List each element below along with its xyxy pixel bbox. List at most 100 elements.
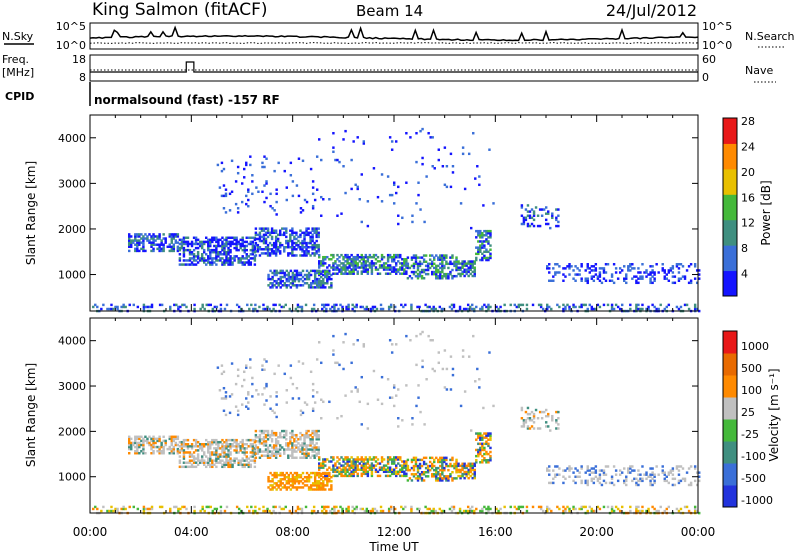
velocity-data-point: [354, 386, 357, 389]
freq-label-line1: Freq.: [2, 53, 29, 66]
power-data-point: [441, 164, 445, 168]
velocity-data-point: [281, 446, 284, 449]
velocity-data-point: [558, 507, 561, 511]
power-data-point: [291, 245, 294, 249]
power-data-point: [344, 268, 347, 271]
velocity-data-point: [172, 449, 176, 453]
velocity-data-point: [584, 479, 587, 483]
power-data-point: [152, 235, 155, 238]
power-data-point: [330, 277, 333, 281]
power-data-point: [455, 256, 458, 259]
velocity-data-point: [150, 507, 154, 511]
velocity-data-point: [227, 449, 230, 452]
power-data-point: [340, 262, 343, 265]
velocity-data-point: [158, 445, 161, 449]
power-data-point: [225, 253, 228, 256]
velocity-data-point: [328, 480, 331, 483]
power-data-point: [272, 252, 276, 255]
power-data-point: [283, 248, 286, 251]
power-data-point: [202, 261, 206, 264]
power-data-point: [158, 243, 161, 246]
power-data-point: [215, 238, 218, 242]
power-data-point: [465, 264, 468, 267]
power-data-point: [641, 275, 644, 278]
velocity-data-point: [354, 464, 357, 467]
velocity-data-point: [439, 479, 442, 482]
velocity-data-point: [148, 441, 151, 445]
power-data-point: [134, 249, 137, 253]
velocity-data-point: [687, 483, 691, 487]
velocity-data-point: [295, 440, 298, 443]
power-data-point: [146, 235, 149, 238]
velocity-data-point: [138, 437, 141, 441]
velocity-data-point: [326, 482, 329, 485]
velocity-data-point: [618, 469, 622, 472]
velocity-data-point: [467, 355, 471, 358]
power-data-point: [247, 188, 250, 191]
power-data-point: [130, 241, 133, 244]
y-tick-label: 3000: [58, 380, 86, 393]
power-data-point: [360, 272, 363, 275]
velocity-data-point: [476, 367, 479, 371]
power-data-point: [418, 260, 422, 263]
velocity-data-point: [219, 447, 222, 450]
velocity-data-point: [301, 411, 305, 415]
power-data-point: [295, 269, 299, 273]
velocity-data-point: [256, 436, 260, 439]
velocity-data-point: [355, 505, 358, 509]
velocity-data-point: [447, 475, 450, 478]
velocity-data-point: [184, 438, 188, 442]
power-data-point: [384, 266, 388, 269]
velocity-data-point: [418, 507, 421, 511]
power-data-point: [661, 269, 664, 272]
power-data-point: [392, 253, 396, 257]
velocity-data-point: [386, 462, 390, 465]
velocity-data-point: [274, 442, 278, 445]
velocity-data-point: [320, 466, 323, 469]
power-data-point: [305, 282, 309, 285]
velocity-data-point: [205, 465, 208, 469]
power-data-point: [374, 268, 378, 271]
power-data-point: [647, 307, 650, 311]
power-data-point: [351, 303, 354, 307]
velocity-data-point: [267, 480, 270, 483]
velocity-data-point: [637, 483, 640, 487]
power-data-point: [452, 305, 456, 309]
velocity-data-point: [392, 386, 396, 389]
power-data-point: [350, 264, 353, 267]
power-data-point: [439, 272, 442, 276]
power-data-point: [334, 272, 337, 275]
power-data-point: [635, 305, 638, 309]
power-data-point: [297, 239, 300, 243]
power-data-point: [134, 237, 137, 240]
power-data-point: [228, 209, 232, 212]
velocity-data-point: [334, 474, 337, 478]
power-data-point: [170, 233, 173, 236]
power-data-point: [311, 233, 314, 237]
power-data-point: [473, 272, 476, 276]
velocity-data-point: [315, 446, 318, 449]
velocity-data-point: [240, 403, 244, 406]
power-data-point: [315, 243, 318, 247]
power-data-point: [245, 194, 248, 198]
velocity-data-point: [196, 445, 200, 448]
power-data-point: [262, 235, 266, 239]
velocity-data-point: [449, 462, 452, 466]
velocity-data-point: [651, 467, 654, 470]
velocity-data-point: [471, 509, 474, 513]
power-data-point: [243, 257, 246, 260]
velocity-data-point: [586, 465, 589, 468]
power-data-point: [590, 265, 594, 268]
power-data-point: [220, 194, 224, 198]
velocity-data-point: [584, 471, 587, 474]
velocity-data-point: [233, 445, 236, 448]
velocity-data-point: [390, 468, 394, 471]
power-data-point: [227, 257, 230, 260]
power-data-point: [481, 307, 484, 311]
velocity-data-point: [479, 438, 482, 441]
power-data-point: [478, 183, 481, 187]
velocity-data-point: [339, 505, 342, 509]
velocity-data-point: [201, 507, 204, 511]
power-data-point: [274, 239, 278, 243]
